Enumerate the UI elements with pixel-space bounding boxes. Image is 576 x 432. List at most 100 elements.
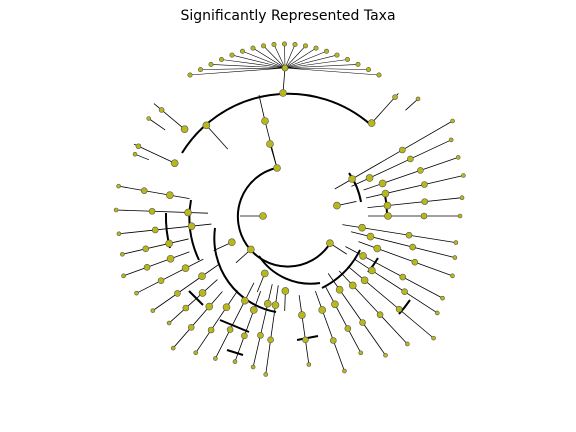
- node: [198, 272, 206, 281]
- node: [381, 189, 390, 198]
- branch: [284, 59, 348, 69]
- branch: [148, 118, 166, 131]
- clade-arc: [321, 249, 361, 289]
- branch: [172, 291, 223, 349]
- node: [260, 43, 266, 49]
- node: [271, 301, 280, 309]
- node: [378, 179, 387, 188]
- node: [359, 252, 367, 260]
- branch: [200, 67, 286, 70]
- node: [348, 281, 357, 290]
- node: [271, 41, 277, 47]
- node: [247, 245, 255, 254]
- clade-arc: [236, 167, 330, 268]
- node: [323, 48, 329, 54]
- branch: [284, 43, 286, 69]
- node: [198, 67, 204, 73]
- node: [240, 48, 246, 54]
- node: [170, 345, 176, 351]
- node: [198, 289, 207, 297]
- node: [250, 45, 256, 51]
- clade-arc: [367, 257, 379, 273]
- node: [334, 52, 340, 58]
- branch: [252, 47, 286, 69]
- node: [366, 232, 375, 241]
- branch: [123, 251, 190, 277]
- clade-arc: [164, 212, 171, 249]
- node: [409, 243, 416, 251]
- clade-arc: [181, 92, 372, 154]
- node: [132, 151, 138, 157]
- clade-arc: [188, 290, 204, 306]
- node: [461, 173, 466, 178]
- node: [421, 181, 428, 188]
- branch: [195, 290, 239, 354]
- node: [120, 251, 125, 257]
- node: [142, 245, 150, 253]
- node: [226, 326, 234, 333]
- node: [174, 290, 181, 297]
- branch: [118, 223, 212, 235]
- node: [241, 296, 249, 305]
- node: [376, 311, 384, 319]
- node: [421, 198, 429, 205]
- node: [360, 276, 369, 285]
- clade-arc: [398, 299, 411, 315]
- node: [187, 72, 193, 78]
- branch: [367, 197, 463, 209]
- node: [281, 41, 287, 47]
- node: [182, 304, 190, 312]
- node: [166, 191, 174, 199]
- branch: [136, 258, 204, 294]
- node: [434, 310, 440, 316]
- node: [348, 175, 356, 183]
- node: [229, 52, 235, 58]
- branches: [113, 41, 466, 377]
- node: [184, 208, 192, 217]
- node: [365, 174, 374, 182]
- branch: [242, 50, 286, 69]
- node: [150, 308, 156, 313]
- branch: [153, 103, 185, 130]
- node: [281, 287, 290, 295]
- branch: [284, 44, 296, 69]
- node: [146, 116, 152, 121]
- node: [344, 56, 350, 62]
- node: [281, 64, 289, 72]
- branch: [118, 185, 190, 200]
- node: [232, 359, 238, 364]
- node: [405, 231, 413, 239]
- node: [331, 300, 339, 309]
- node: [298, 311, 306, 319]
- branch: [134, 153, 150, 161]
- node: [359, 319, 366, 326]
- node: [181, 264, 190, 273]
- node: [407, 155, 414, 163]
- branch: [210, 64, 286, 69]
- node: [450, 118, 455, 124]
- branch: [263, 45, 286, 69]
- clade-arc: [226, 349, 244, 356]
- node: [121, 273, 126, 279]
- branch: [231, 54, 286, 69]
- clade-arc: [348, 172, 362, 203]
- node: [166, 254, 175, 263]
- node: [384, 212, 392, 220]
- branch: [314, 291, 345, 372]
- node: [355, 61, 361, 67]
- node: [358, 350, 364, 356]
- node: [395, 305, 403, 313]
- node: [279, 89, 287, 97]
- node: [241, 332, 248, 340]
- branch: [152, 264, 219, 311]
- node: [450, 273, 455, 279]
- node: [302, 336, 309, 344]
- node: [228, 238, 236, 247]
- node: [415, 96, 421, 102]
- title: Significantly Represented Taxa: [180, 8, 395, 24]
- branch: [116, 209, 209, 214]
- branch: [269, 143, 278, 169]
- branch: [206, 125, 229, 150]
- node: [440, 295, 445, 301]
